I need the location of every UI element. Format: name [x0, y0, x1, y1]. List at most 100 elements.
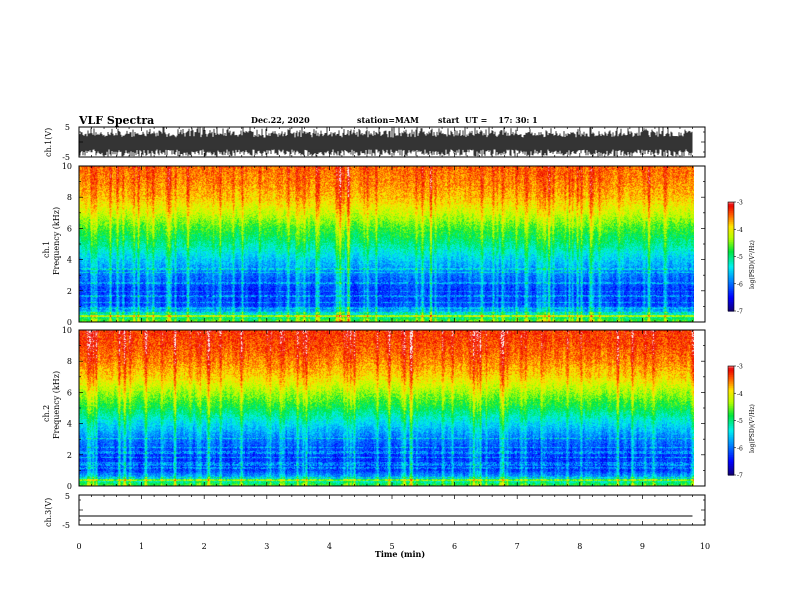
ch1-colorbar-swatch: [728, 281, 734, 285]
time-axis-tick-label: 7: [515, 542, 520, 551]
ch1-colorbar-swatch: [728, 283, 734, 287]
ch1-ytick-bottom: -5: [62, 153, 70, 162]
ch1-colorbar-swatch: [728, 251, 734, 254]
ch2-colorbar-swatch: [728, 458, 734, 462]
ch1-spectrogram-ytick-label: 0: [67, 318, 72, 327]
ch2-colorbar-swatch: [728, 373, 734, 376]
ch1-spectrogram-ticks: 0 2 4 6 8 10: [62, 162, 706, 327]
ch1-colorbar-swatch: [728, 305, 734, 308]
time-axis-tick-label: 0: [76, 542, 81, 551]
ch1-colorbar-swatch: [728, 285, 734, 288]
ch1-colorbar-swatch: [728, 247, 734, 250]
header-date: Dec.22, 2020: [251, 115, 310, 125]
ch2-colorbar-swatch: [728, 473, 734, 476]
ch1-colorbar-swatch: [728, 278, 734, 281]
time-axis-tick-label: 4: [327, 542, 332, 551]
ch2-colorbar-swatch: [728, 435, 734, 438]
ch3-waveform-panel: 5 -5 ch.3(V): [44, 492, 706, 530]
ch2-colorbar-swatch: [728, 385, 734, 389]
ch2-colorbar-swatch: [728, 433, 734, 436]
ch2-colorbar-swatch: [728, 396, 734, 400]
time-axis-tick-label: 10: [700, 542, 710, 551]
ch2-colorbar-swatch: [728, 416, 734, 420]
ch2-colorbar-tick-label: -4: [737, 391, 743, 398]
ch2-spectrogram-image: [79, 330, 694, 486]
ch1-spectrogram-ytick-label: 2: [67, 287, 72, 296]
ch2-colorbar-swatch: [728, 465, 734, 469]
ch2-colorbar-swatch: [728, 467, 734, 471]
ch2-colorbar-swatch: [728, 375, 734, 378]
ch1-waveform-ticks: [78, 127, 706, 157]
ch1-colorbar-swatch: [728, 221, 734, 225]
ch2-colorbar-swatch: [728, 447, 734, 451]
ch1-colorbar-swatch: [728, 289, 734, 292]
ch2-spectrogram-ticks: 0 2 4 6 8 10: [62, 326, 706, 491]
ch1-colorbar-swatch: [728, 294, 734, 298]
ch2-colorbar-swatch: [728, 411, 734, 414]
ch1-colorbar-swatch: [728, 274, 734, 278]
ch3-ytick-bottom: -5: [62, 521, 70, 530]
ch2-colorbar-swatch: [728, 378, 734, 382]
ch2-colorbar-swatch: [728, 418, 734, 422]
ch1-colorbar-swatch: [728, 211, 734, 214]
ch2-colorbar-swatch: [728, 462, 734, 465]
ch1-colorbar-swatch: [728, 252, 734, 256]
ch1-colorbar-swatch: [728, 245, 734, 249]
ch1-colorbar-swatch: [728, 238, 734, 241]
ch1-spectrogram-ytick-label: 10: [62, 162, 72, 171]
ch2-colorbar-swatch: [728, 456, 734, 460]
ch2-colorbar-swatch: [728, 445, 734, 449]
ch1-colorbar-tick-label: -5: [737, 254, 743, 261]
ch2-colorbar-swatch: [728, 405, 734, 409]
ch1-colorbar-swatch: [728, 263, 734, 267]
time-axis-tick-label: 5: [389, 542, 394, 551]
ch2-spectrogram-ylabel: Frequency (kHz): [52, 371, 61, 439]
ch2-colorbar-swatch: [728, 469, 734, 472]
ch1-colorbar-swatch: [728, 309, 734, 312]
ch1-colorbar-swatch: [728, 203, 734, 207]
ch2-colorbar-tick-label: -3: [737, 364, 743, 371]
ch1-colorbar-swatch: [728, 236, 734, 239]
ch2-spectrogram-ytick-label: 10: [62, 326, 72, 335]
ch1-colorbar-swatch: [728, 292, 734, 296]
time-axis-tick-label: 2: [202, 542, 207, 551]
ch3-ytick-top: 5: [65, 492, 70, 501]
ch2-colorbar-label: log(PSD)(V²/Hz): [749, 404, 756, 453]
ch1-colorbar-swatch: [728, 209, 734, 212]
ch1-colorbar-swatch: [728, 214, 734, 218]
ch2-colorbar-swatch: [728, 427, 734, 431]
ch2-colorbar-swatch: [728, 460, 734, 463]
ch1-colorbar-swatch: [728, 227, 734, 230]
ch2-colorbar-swatch: [728, 404, 734, 407]
ch2-spectrogram-ytick-label: 8: [67, 357, 72, 366]
ch1-colorbar-swatch: [728, 241, 734, 245]
ch1-colorbar-swatch: [728, 291, 734, 294]
time-axis-tick-label: 9: [640, 542, 645, 551]
ch3-waveform-ticks: [78, 495, 706, 525]
ch3-waveform-frame: [78, 494, 706, 526]
ch2-colorbar-swatch: [728, 431, 734, 434]
ch1-colorbar-tick-label: -7: [737, 309, 743, 316]
time-axis-tick-label: 3: [264, 542, 269, 551]
ch2-colorbar-tick-label: -5: [737, 418, 743, 425]
ch1-colorbar-swatch: [728, 240, 734, 243]
time-axis-label: Time (min): [375, 549, 425, 559]
ch1-colorbar-swatch: [728, 261, 734, 265]
ch1-waveform-ylabel: ch.1(V): [44, 128, 53, 157]
ch1-colorbar-swatch: [728, 234, 734, 238]
ch1-colorbar-tick-label: -4: [737, 227, 743, 234]
ch2-colorbar-swatch: [728, 380, 734, 383]
ch2-colorbar-swatch: [728, 413, 734, 416]
ch2-colorbar-swatch: [728, 387, 734, 391]
ch2-colorbar-swatch: [728, 425, 734, 429]
figure-title: VLF Spectra: [78, 114, 154, 127]
header-start-time: start UT = 17: 30: 1: [438, 115, 538, 125]
ch2-colorbar-swatch: [728, 409, 734, 413]
ch1-spectrogram-ylabel-channel: ch.1: [42, 241, 51, 258]
time-axis-tick-label: 8: [577, 542, 582, 551]
ch1-colorbar-swatch: [728, 207, 734, 210]
ch2-colorbar-swatch: [728, 384, 734, 387]
ch1-colorbar-swatch: [728, 280, 734, 283]
ch1-colorbar-swatch: [728, 232, 734, 236]
